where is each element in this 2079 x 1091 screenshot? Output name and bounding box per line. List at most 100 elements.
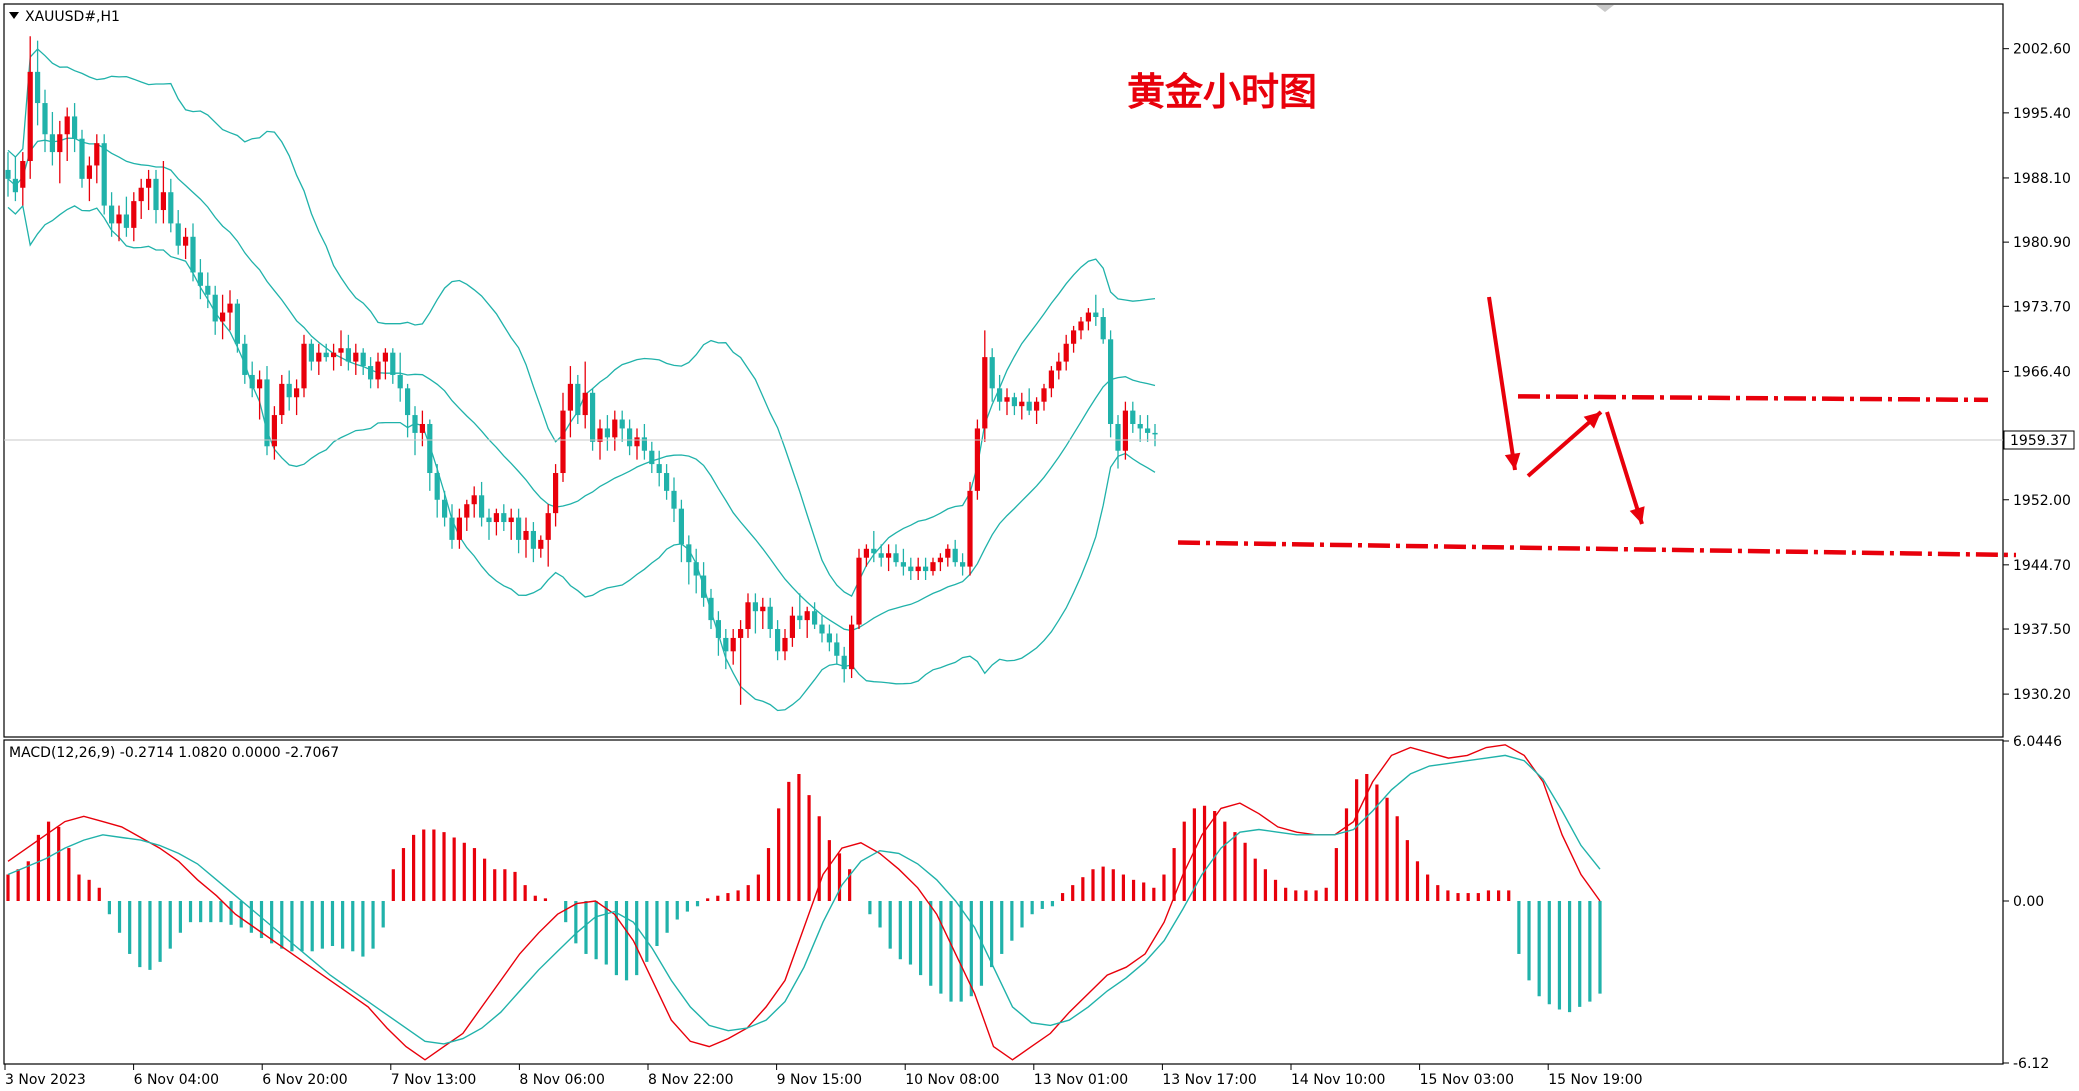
macd-axis[interactable]: 6.0446 0.00 -6.12 <box>2003 734 2062 1072</box>
macd-label: MACD(12,26,9) -0.2714 1.0820 0.0000 -2.7… <box>9 745 339 761</box>
bollinger-upper-band <box>7 48 1156 598</box>
candle-body <box>738 629 744 638</box>
macd-panel-frame <box>3 739 2004 1065</box>
candle-body <box>900 562 906 567</box>
candle-body <box>419 423 425 433</box>
candle-body <box>908 566 914 572</box>
projection-arrow <box>1605 411 1645 525</box>
candle-body <box>804 611 810 621</box>
candle-body <box>64 116 70 135</box>
candle-body <box>146 178 152 188</box>
candle-body <box>760 606 766 612</box>
candle-body <box>627 428 633 447</box>
candle-body <box>841 655 847 670</box>
candle-body <box>220 312 226 322</box>
time-axis[interactable]: 3 Nov 2023 6 Nov 04:00 6 Nov 20:00 7 Nov 13… <box>4 1064 1643 1088</box>
candle-body <box>205 285 211 295</box>
candle-body <box>863 548 869 558</box>
candle-body <box>604 428 610 438</box>
candle-body <box>264 379 270 447</box>
candle-body <box>338 348 344 353</box>
candle-body <box>508 517 514 523</box>
projection-arrow-shaft <box>1605 411 1644 525</box>
candle-body <box>967 490 973 567</box>
candle-body <box>375 361 381 380</box>
candle-body <box>945 548 951 558</box>
price-axis[interactable]: 2002.60 1995.40 1988.10 1980.90 1973.70 1966.… <box>2003 42 2071 703</box>
candle-body <box>397 374 403 389</box>
candle-body <box>35 71 41 104</box>
candle-body <box>486 517 492 523</box>
candle-body <box>1130 410 1136 424</box>
candle-body <box>242 343 248 375</box>
candle-body <box>952 548 958 563</box>
macd-panel[interactable]: MACD(12,26,9) -0.2714 1.0820 0.0000 -2.7… <box>3 739 2004 1065</box>
price-tick-label: 1988.10 <box>2013 171 2071 187</box>
candle-body <box>678 508 684 545</box>
rebound-arrow-head <box>1583 412 1601 429</box>
candle-body <box>937 557 943 563</box>
chart-menu-triangle-icon[interactable] <box>9 12 19 19</box>
main-panel[interactable]: XAUUSD#,H1 黄金小时图 <box>3 3 2017 738</box>
price-tag-label: 1959.37 <box>2010 433 2068 449</box>
candle-body <box>982 357 988 429</box>
candle-body <box>227 303 233 313</box>
price-tag-box <box>2003 430 2075 450</box>
candle-body <box>323 352 329 358</box>
candle-body <box>989 357 995 389</box>
candles <box>5 36 1158 705</box>
macd-tick-label: 6.0446 <box>2013 734 2062 750</box>
candle-body <box>382 352 388 362</box>
candle-body <box>915 566 921 572</box>
candle-body <box>368 366 374 380</box>
candle-body <box>634 437 640 447</box>
candle-body <box>456 517 462 540</box>
candle-body <box>664 473 670 491</box>
candle-body <box>109 205 115 224</box>
price-tick-label: 2002.60 <box>2013 42 2071 58</box>
candle-body <box>212 294 218 322</box>
candle-body <box>1085 312 1091 322</box>
candle-body <box>160 192 166 211</box>
candle-body <box>390 352 396 375</box>
candle-body <box>856 557 862 625</box>
candle-body <box>752 602 758 612</box>
symbol-label: XAUUSD#,H1 <box>25 9 120 25</box>
candle-body <box>997 388 1003 402</box>
macd-tick-label: 0.00 <box>2013 894 2044 910</box>
candle-body <box>197 272 203 286</box>
candle-body <box>656 464 662 474</box>
candle-body <box>545 513 551 540</box>
candle-body <box>1063 343 1069 362</box>
candle-body <box>464 504 470 518</box>
candle-body <box>834 642 840 656</box>
candle-body <box>427 423 433 474</box>
candle-body <box>1108 339 1114 424</box>
price-tick-label: 1980.90 <box>2013 235 2071 251</box>
time-tick-label: 15 Nov 03:00 <box>1420 1072 1514 1088</box>
candle-body <box>1004 397 1010 402</box>
candle-body <box>271 415 277 447</box>
candle-body <box>523 530 529 540</box>
candle-body <box>405 388 411 416</box>
scroll-marker-icon[interactable] <box>1596 5 1614 12</box>
candle-body <box>871 548 877 554</box>
candle-body <box>353 352 359 362</box>
candle-body <box>42 103 48 135</box>
time-tick-label: 15 Nov 19:00 <box>1548 1072 1642 1088</box>
time-tick-label: 13 Nov 17:00 <box>1162 1072 1256 1088</box>
candle-body <box>101 143 107 206</box>
time-tick-label: 3 Nov 2023 <box>5 1072 86 1088</box>
candle-body <box>812 611 818 625</box>
candle-body <box>597 428 603 442</box>
candle-body <box>493 513 499 523</box>
candle-body <box>1137 423 1143 429</box>
price-tick-label: 1966.40 <box>2013 364 2071 380</box>
candle-body <box>730 637 736 652</box>
candle-body <box>886 553 892 558</box>
candle-body <box>1026 401 1032 411</box>
candle-body <box>560 410 566 474</box>
candle-body <box>412 415 418 433</box>
